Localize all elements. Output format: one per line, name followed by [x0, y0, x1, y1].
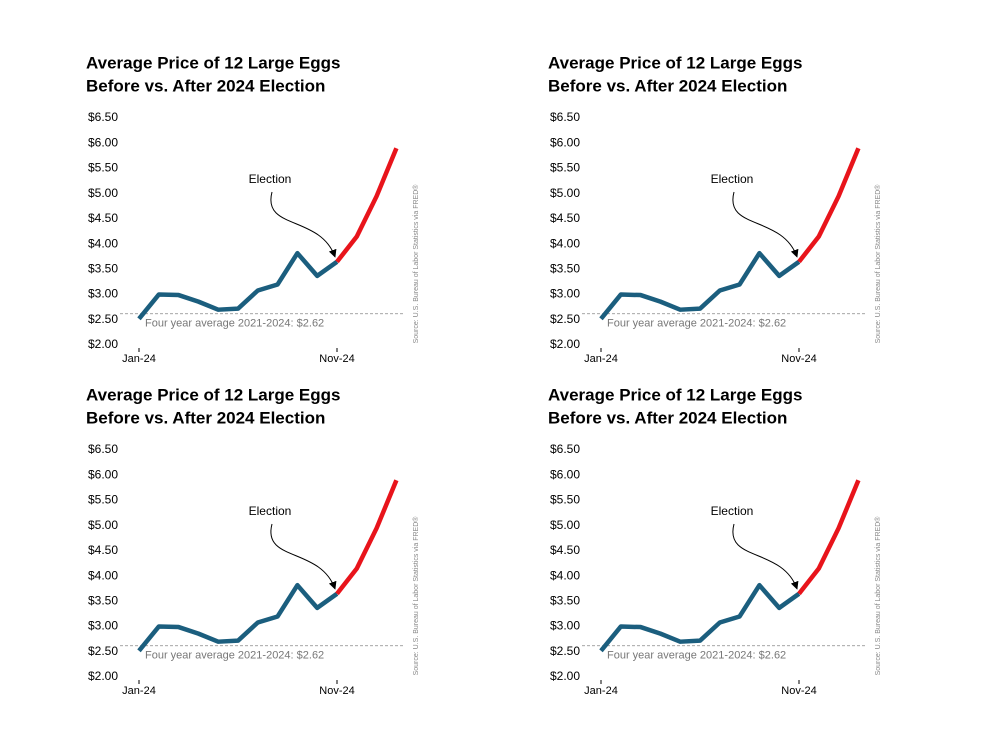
chart-title: Before vs. After 2024 Election [548, 76, 787, 95]
chart: Average Price of 12 Large Eggs Before vs.… [548, 53, 882, 364]
y-tick-label: $3.00 [550, 287, 580, 301]
y-tick-label: $3.50 [88, 262, 118, 276]
y-tick-label: $5.50 [550, 161, 580, 175]
y-tick-label: $3.00 [550, 619, 580, 633]
source-note: Source: U.S. Bureau of Labor Statistics … [874, 516, 882, 676]
y-tick-label: $5.00 [550, 186, 580, 200]
y-tick-label: $5.00 [88, 186, 118, 200]
series-line [137, 250, 339, 321]
y-tick-label: $3.50 [550, 262, 580, 276]
series-line [599, 250, 801, 321]
chart: Average Price of 12 Large Eggs Before vs.… [548, 385, 882, 696]
y-tick-label: $4.50 [550, 211, 580, 225]
chart: Average Price of 12 Large Eggs Before vs.… [86, 385, 420, 696]
series-line [137, 582, 339, 653]
y-tick-label: $6.00 [550, 467, 580, 481]
chart: Average Price of 12 Large Eggs Before vs.… [86, 53, 420, 364]
y-tick-label: $2.00 [550, 337, 580, 351]
y-tick-label: $2.00 [550, 669, 580, 683]
chart-title: Before vs. After 2024 Election [548, 408, 787, 427]
series-line [797, 147, 861, 264]
y-tick-label: $3.50 [550, 594, 580, 608]
x-tick-label: Nov-24 [319, 685, 354, 697]
y-tick-label: $2.00 [88, 337, 118, 351]
chart-title: Average Price of 12 Large Eggs [86, 53, 340, 72]
y-tick-label: $4.00 [550, 236, 580, 250]
y-tick-label: $4.00 [550, 568, 580, 582]
chart-title: Before vs. After 2024 Election [86, 76, 325, 95]
series-line [335, 147, 399, 264]
y-tick-label: $6.00 [88, 467, 118, 481]
y-tick-label: $4.50 [550, 543, 580, 557]
y-tick-label: $6.00 [88, 135, 118, 149]
y-tick-label: $2.50 [550, 312, 580, 326]
source-note: Source: U.S. Bureau of Labor Statistics … [412, 184, 420, 344]
annotation-arrow [732, 523, 799, 590]
x-tick-label: Jan-24 [584, 353, 618, 365]
x-tick-label: Jan-24 [584, 685, 618, 697]
y-tick-label: $2.50 [88, 644, 118, 658]
x-tick-label: Nov-24 [319, 353, 354, 365]
y-tick-label: $6.50 [550, 110, 580, 124]
y-tick-label: $2.50 [88, 312, 118, 326]
source-note: Source: U.S. Bureau of Labor Statistics … [874, 184, 882, 344]
y-tick-label: $6.50 [88, 110, 118, 124]
chart-title: Average Price of 12 Large Eggs [86, 385, 340, 404]
y-tick-label: $3.00 [88, 287, 118, 301]
annotation-arrow [732, 191, 799, 258]
y-tick-label: $5.00 [550, 518, 580, 532]
series-line [599, 582, 801, 653]
chart-title: Average Price of 12 Large Eggs [548, 385, 802, 404]
y-tick-label: $3.00 [88, 619, 118, 633]
annotation-arrow [270, 523, 337, 590]
x-tick-label: Nov-24 [781, 685, 816, 697]
annotation-label: Election [711, 172, 754, 186]
y-tick-label: $3.50 [88, 594, 118, 608]
annotation-label: Election [249, 504, 292, 518]
chart-title: Before vs. After 2024 Election [86, 408, 325, 427]
reference-label: Four year average 2021-2024: $2.62 [607, 318, 786, 330]
y-tick-label: $6.00 [550, 135, 580, 149]
annotation-arrow [270, 191, 337, 258]
y-tick-label: $5.50 [88, 161, 118, 175]
y-tick-label: $5.50 [550, 493, 580, 507]
x-tick-label: Jan-24 [122, 353, 156, 365]
y-tick-label: $4.50 [88, 211, 118, 225]
series-line [797, 479, 861, 596]
reference-label: Four year average 2021-2024: $2.62 [607, 650, 786, 662]
x-tick-label: Nov-24 [781, 353, 816, 365]
source-note: Source: U.S. Bureau of Labor Statistics … [412, 516, 420, 676]
y-tick-label: $2.00 [88, 669, 118, 683]
y-tick-label: $2.50 [550, 644, 580, 658]
annotation-label: Election [249, 172, 292, 186]
series-line [335, 479, 399, 596]
y-tick-label: $6.50 [88, 442, 118, 456]
reference-label: Four year average 2021-2024: $2.62 [145, 650, 324, 662]
y-tick-label: $4.00 [88, 568, 118, 582]
reference-label: Four year average 2021-2024: $2.62 [145, 318, 324, 330]
y-tick-label: $6.50 [550, 442, 580, 456]
annotation-label: Election [711, 504, 754, 518]
y-tick-label: $4.50 [88, 543, 118, 557]
x-tick-label: Jan-24 [122, 685, 156, 697]
chart-title: Average Price of 12 Large Eggs [548, 53, 802, 72]
y-tick-label: $5.50 [88, 493, 118, 507]
y-tick-label: $5.00 [88, 518, 118, 532]
y-tick-label: $4.00 [88, 236, 118, 250]
